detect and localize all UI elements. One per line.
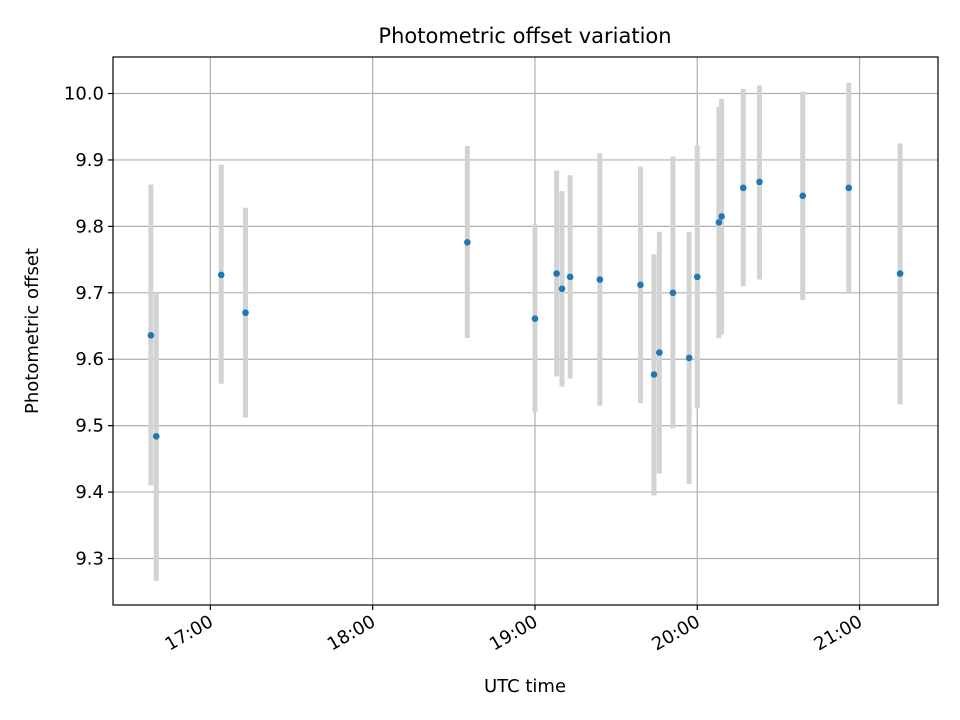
data-point — [718, 213, 725, 220]
data-point — [558, 285, 566, 293]
y-tick-label: 9.9 — [75, 150, 104, 171]
data-point — [553, 270, 560, 277]
data-point — [217, 271, 225, 279]
y-tick-label: 9.4 — [75, 482, 104, 503]
data-point — [693, 273, 701, 281]
y-tick-label: 9.8 — [75, 216, 104, 237]
y-axis-title: Photometric offset — [22, 248, 43, 414]
data-point — [637, 281, 644, 289]
data-point — [669, 289, 677, 297]
data-point — [650, 371, 658, 378]
x-axis-title: UTC time — [484, 676, 566, 697]
data-point — [464, 239, 471, 246]
data-point — [596, 276, 604, 283]
y-tick-label: 9.3 — [75, 549, 104, 570]
data-point — [656, 349, 663, 356]
y-tick-label: 9.6 — [75, 349, 104, 370]
data-point — [715, 219, 723, 226]
data-point — [147, 332, 155, 339]
data-point — [799, 192, 807, 200]
data-points — [147, 178, 904, 440]
data-point — [566, 273, 574, 281]
y-tick-label: 10.0 — [64, 84, 104, 105]
data-point — [896, 270, 904, 277]
y-tick-label: 9.5 — [75, 416, 104, 437]
chart-title: Photometric offset variation — [378, 24, 671, 48]
data-point — [152, 432, 160, 440]
y-tick-label: 9.7 — [75, 283, 104, 304]
data-point — [531, 315, 539, 323]
data-point — [739, 184, 747, 192]
data-point — [845, 184, 853, 192]
data-point — [756, 178, 763, 186]
plot-frame — [112, 56, 939, 606]
data-point — [685, 354, 693, 362]
data-point — [242, 309, 249, 317]
y-axis-ticks: 9.3 9.4 9.5 9.6 9.7 9.8 9.9 10.0 — [64, 84, 113, 570]
